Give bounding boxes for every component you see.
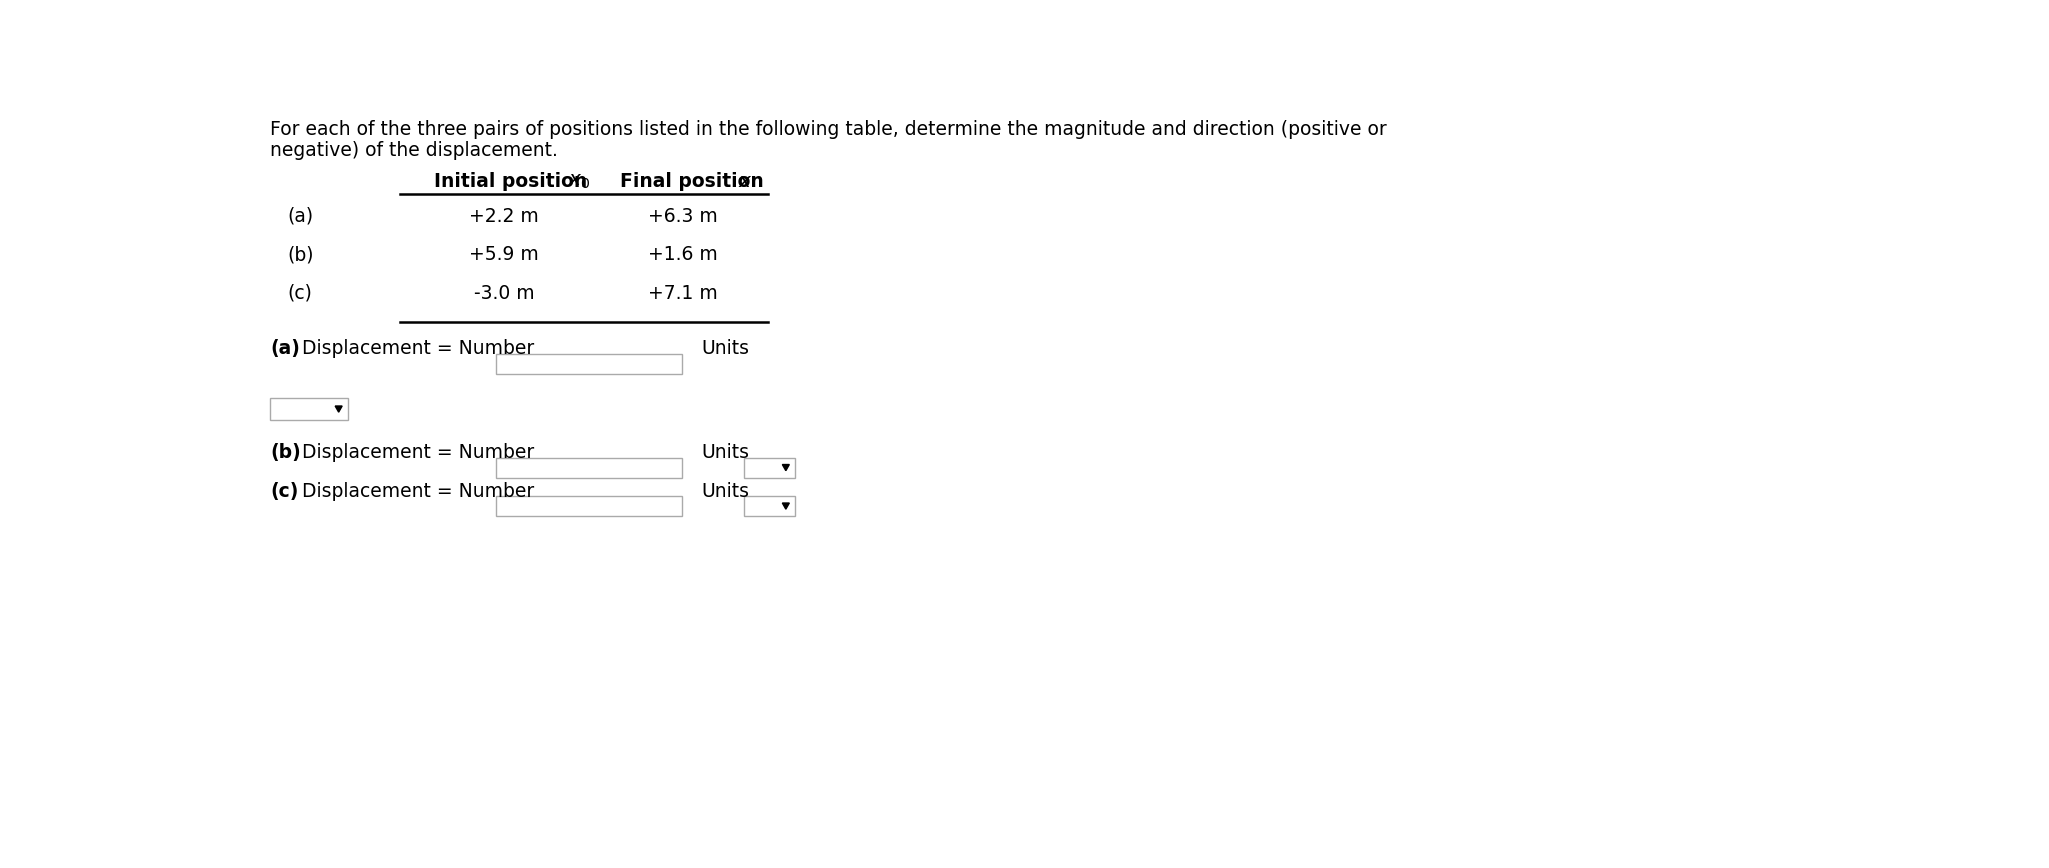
Text: Units: Units <box>701 444 750 462</box>
FancyBboxPatch shape <box>496 457 682 477</box>
FancyBboxPatch shape <box>270 398 348 420</box>
Polygon shape <box>336 406 342 412</box>
Text: Units: Units <box>701 482 750 501</box>
Text: (b): (b) <box>270 444 301 462</box>
Text: Final position: Final position <box>621 172 770 191</box>
Text: Units: Units <box>701 339 750 358</box>
Text: Initial position: Initial position <box>434 172 594 191</box>
Text: $x_0$: $x_0$ <box>568 172 590 191</box>
Text: negative) of the displacement.: negative) of the displacement. <box>270 141 557 160</box>
Polygon shape <box>783 503 789 510</box>
Text: Displacement = Number: Displacement = Number <box>295 444 535 462</box>
FancyBboxPatch shape <box>496 353 682 373</box>
FancyBboxPatch shape <box>744 496 795 516</box>
Text: +6.3 m: +6.3 m <box>647 207 717 226</box>
Text: -3.0 m: -3.0 m <box>473 284 535 303</box>
Text: Displacement = Number: Displacement = Number <box>295 482 535 501</box>
Polygon shape <box>783 464 789 470</box>
Text: (c): (c) <box>270 482 299 501</box>
Text: +7.1 m: +7.1 m <box>647 284 717 303</box>
Text: (a): (a) <box>270 339 299 358</box>
Text: (b): (b) <box>287 246 313 265</box>
Text: (a): (a) <box>287 207 313 226</box>
FancyBboxPatch shape <box>744 457 795 477</box>
Text: +2.2 m: +2.2 m <box>469 207 539 226</box>
Text: For each of the three pairs of positions listed in the following table, determin: For each of the three pairs of positions… <box>270 120 1387 139</box>
Text: +1.6 m: +1.6 m <box>647 246 717 265</box>
FancyBboxPatch shape <box>496 496 682 516</box>
Text: $x$: $x$ <box>738 172 752 191</box>
Text: Displacement = Number: Displacement = Number <box>295 339 535 358</box>
Text: (c): (c) <box>287 284 311 303</box>
Text: +5.9 m: +5.9 m <box>469 246 539 265</box>
